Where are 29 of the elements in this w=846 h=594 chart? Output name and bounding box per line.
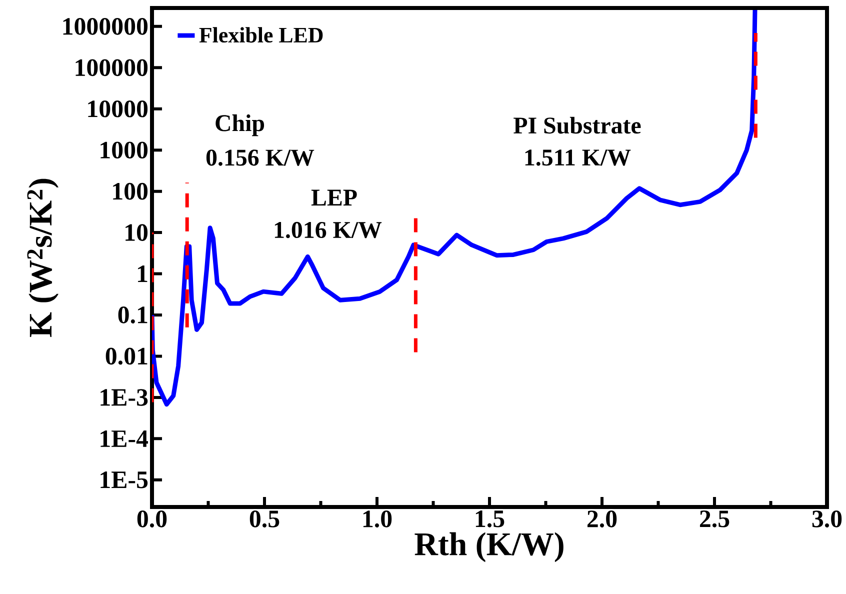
annotation: LEP: [311, 190, 357, 206]
x-tick-label: 2.0: [587, 510, 617, 528]
y-tick-label: 1: [138, 266, 148, 282]
y-tick-label: 0.1: [118, 306, 148, 324]
x-tick-label: 1.0: [363, 510, 392, 528]
y-tick-label: 1E-5: [100, 472, 148, 488]
y-axis-title: K (W$^{2}$s/K$^{2}$): [27, 178, 58, 337]
y-tick-label: 100000: [76, 59, 148, 76]
line-series: [152, 8, 758, 407]
x-tick-label: 2.5: [700, 510, 730, 528]
annotation: PI Substrate: [514, 116, 641, 134]
y-tick-label: 1E-3: [100, 389, 148, 406]
y-tick-label: 1000: [100, 142, 148, 159]
y-tick-label: 1E-4: [100, 430, 148, 447]
y-tick-label: 1000000: [63, 18, 148, 35]
x-tick-label: 3.0: [812, 510, 842, 528]
x-tick-label: 1.5: [476, 510, 504, 528]
x-tick-label: 0.5: [250, 510, 280, 528]
y-tick-label: 10000: [88, 100, 148, 118]
x-axis-title: Rth (K/W): [414, 532, 564, 562]
annotation: Chip: [216, 114, 264, 136]
annotation: 1.016 K/W: [274, 222, 382, 238]
y-tick-label: 0.01: [106, 348, 148, 365]
y-tick-label: 100: [113, 182, 148, 200]
y-tick-label: 10: [126, 224, 148, 241]
x-tick-label: 0.0: [137, 510, 167, 528]
annotation: 1.511 K/W: [525, 150, 631, 166]
legend-label: Flexible LED: [199, 27, 323, 43]
annotation: 0.156 K/W: [206, 150, 314, 166]
